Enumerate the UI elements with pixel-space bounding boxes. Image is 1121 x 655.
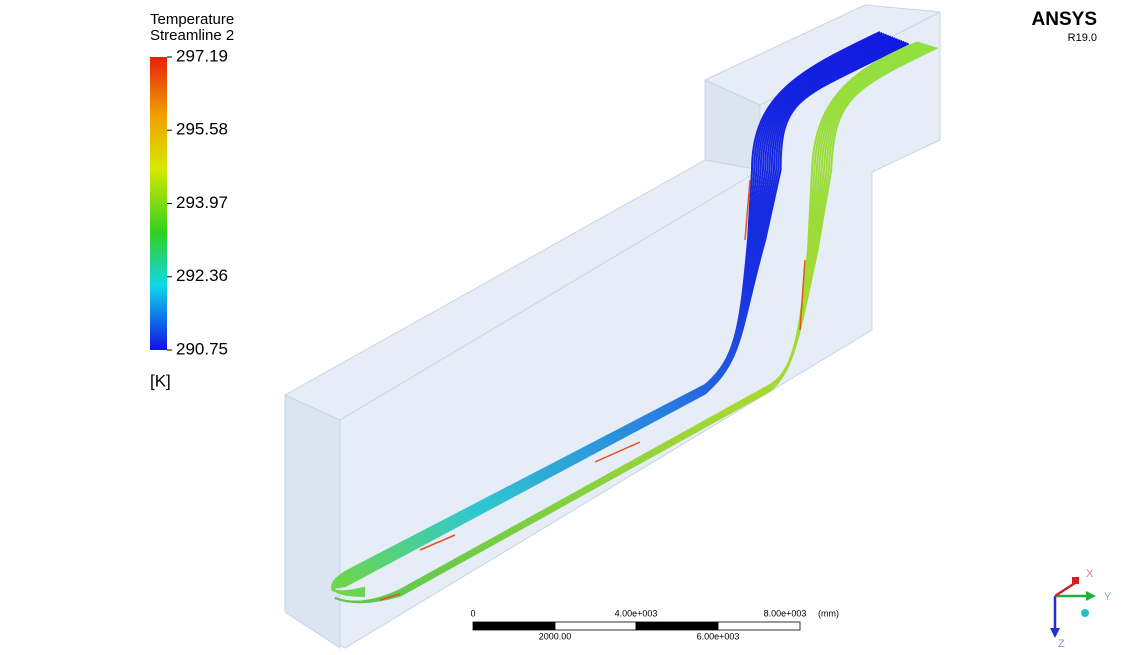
page: {"legend":{"title":"Temperature","subtit… [0, 0, 1121, 655]
legend-subtitle: Streamline 2 [150, 27, 234, 44]
axis-label: Y [1104, 591, 1112, 603]
scale-label: 6.00e+003 [697, 631, 740, 641]
axis-label: Z [1058, 638, 1065, 650]
scale-unit: (mm) [818, 608, 839, 618]
brand-version: R19.0 [1068, 32, 1097, 44]
legend-title: Temperature [150, 11, 234, 28]
scale-label: 2000.00 [539, 631, 572, 641]
viewport: Temperature Streamline 2 297.19 295.58 293… [0, 0, 1121, 655]
color-bar [150, 57, 167, 350]
legend-unit: [K] [150, 371, 171, 390]
scale-label: 0 [470, 608, 475, 618]
brand-name: ANSYS [1032, 9, 1097, 30]
scale-label: 8.00e+003 [764, 608, 807, 618]
legend-tick-label: 290.75 [176, 339, 228, 358]
legend-ticks: 297.19 295.58 293.97 292.36 290.75 [167, 46, 228, 358]
scale-label: 4.00e+003 [615, 608, 658, 618]
legend-tick-label: 295.58 [176, 120, 228, 139]
legend-tick-label: 292.36 [176, 266, 228, 285]
axis-triad [1050, 577, 1096, 638]
legend-tick-label: 297.19 [176, 46, 228, 65]
legend-tick-label: 293.97 [176, 193, 228, 212]
scale-bar [473, 622, 800, 630]
axis-label: X [1086, 568, 1094, 580]
